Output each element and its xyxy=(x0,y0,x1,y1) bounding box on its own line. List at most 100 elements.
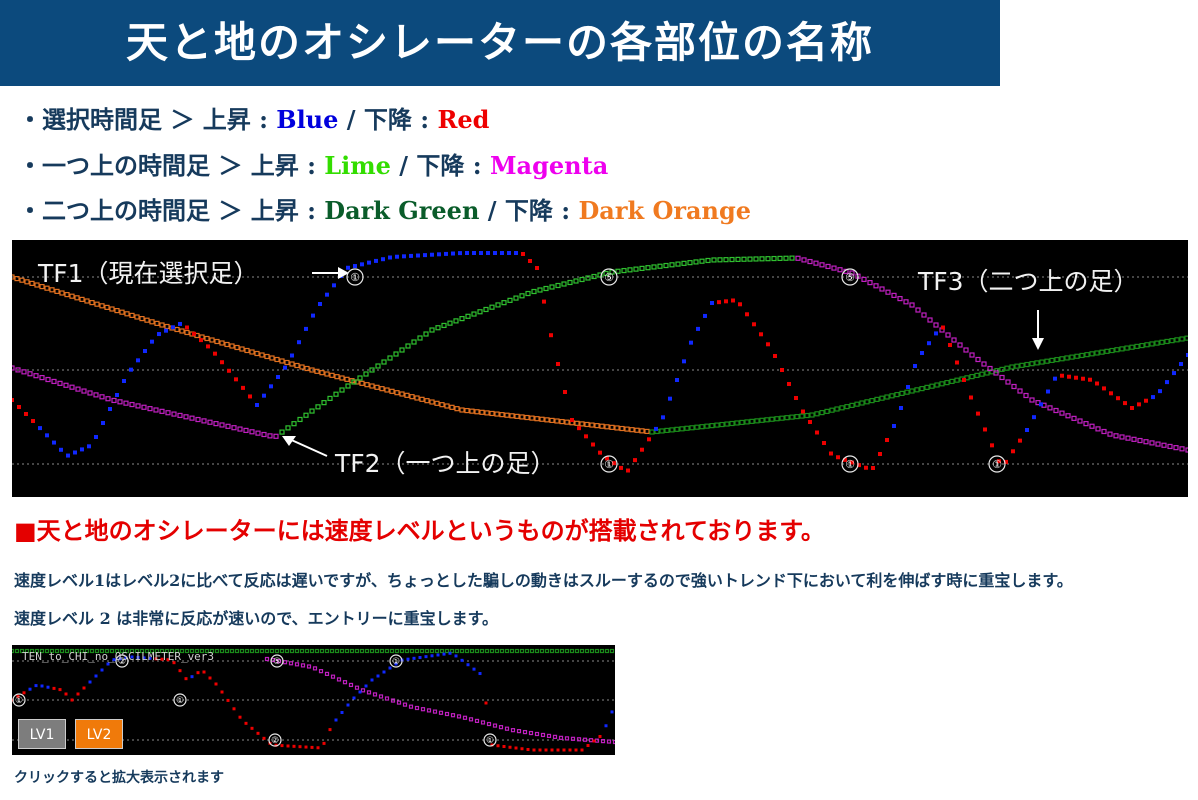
tf2-point xyxy=(450,713,456,718)
tf1-point xyxy=(703,313,707,318)
tf3-point xyxy=(449,404,455,410)
tf1-point xyxy=(717,300,721,305)
tf1-point xyxy=(535,266,539,270)
tf2-point xyxy=(1089,423,1095,429)
tf3-point xyxy=(419,396,425,402)
tf2-point xyxy=(564,736,570,741)
tf3-point xyxy=(574,420,580,426)
tf3-point xyxy=(834,406,840,412)
tf2-point xyxy=(39,375,45,381)
tf3-point xyxy=(1179,336,1185,342)
tf1-point xyxy=(352,696,356,700)
tf1-point xyxy=(454,654,458,658)
tf3-point xyxy=(859,400,865,406)
tf3-point xyxy=(609,648,615,654)
tf1-point xyxy=(1151,395,1155,400)
tf1-point xyxy=(479,251,483,255)
tf3-point xyxy=(1094,350,1100,356)
tf1-point xyxy=(962,378,966,382)
lv1-button[interactable]: LV1 xyxy=(18,719,66,749)
tf3-point xyxy=(579,421,585,427)
tf3-point xyxy=(529,415,535,421)
tf2-point xyxy=(303,412,309,418)
tf3-point xyxy=(454,648,460,654)
tf2-point xyxy=(501,300,507,306)
tf3-point xyxy=(1134,343,1140,350)
tf1-point xyxy=(508,745,512,749)
tf2-point xyxy=(141,404,147,410)
tf1-point xyxy=(521,252,525,256)
tf3-point xyxy=(444,648,450,654)
tf1-point xyxy=(394,662,398,666)
tf1-point xyxy=(451,251,455,256)
tf2-point xyxy=(363,371,369,377)
tf3-point xyxy=(259,648,265,654)
tf3-point xyxy=(409,394,415,400)
tf3-point xyxy=(349,648,355,654)
tf2-point xyxy=(558,735,564,740)
tf2-point xyxy=(147,406,153,412)
tf3-point xyxy=(904,389,910,395)
tf3-point xyxy=(874,396,880,402)
tf2-point xyxy=(807,258,813,265)
tf2-point xyxy=(567,279,573,286)
tf3-point xyxy=(604,424,610,430)
tf3-point xyxy=(504,412,510,418)
tf1-point xyxy=(745,312,749,317)
tf1-point xyxy=(934,331,938,336)
tf3-point xyxy=(14,648,20,654)
tf3-point xyxy=(424,398,430,404)
tf1-point xyxy=(112,658,116,662)
tf1-point xyxy=(1011,449,1015,454)
tf3-point xyxy=(589,422,595,428)
tf2-point xyxy=(456,714,462,719)
click-to-enlarge-caption: クリックすると拡大表示されます xyxy=(14,770,224,786)
tf1-point xyxy=(490,743,494,747)
tf3-point xyxy=(814,411,820,417)
tf2-point xyxy=(423,331,429,337)
tf2-point xyxy=(399,347,405,353)
tf2-point xyxy=(771,255,777,262)
tf1-point xyxy=(73,450,77,455)
tf1-point xyxy=(465,251,469,255)
tf2-point xyxy=(81,388,87,394)
tf2-point xyxy=(513,295,519,301)
tf3-point xyxy=(979,371,985,377)
tf3-point xyxy=(369,648,375,654)
tf3-point xyxy=(264,353,270,360)
tf1-point xyxy=(346,265,350,270)
tf1-point xyxy=(52,440,56,445)
tf1-point xyxy=(280,744,284,748)
tf1-point xyxy=(213,351,217,356)
tf2-point xyxy=(645,265,651,271)
tf2-point xyxy=(117,399,123,405)
tf2-point xyxy=(903,299,909,305)
tf3-point xyxy=(289,361,295,367)
tf3-point xyxy=(1159,339,1165,345)
tf3-point xyxy=(394,390,400,396)
tf3-point xyxy=(99,648,105,654)
tf3-point xyxy=(744,419,750,425)
tf3-point xyxy=(564,419,570,425)
tf2-point xyxy=(291,421,297,427)
tf2-point xyxy=(945,332,951,338)
tf3-point xyxy=(179,328,185,334)
tf3-point xyxy=(714,422,720,428)
tf3-point xyxy=(899,390,905,396)
tf3-point xyxy=(679,426,685,432)
tf2-point xyxy=(861,276,867,283)
tf1-point xyxy=(577,426,581,431)
tf1-point xyxy=(171,325,175,330)
tf2-point xyxy=(603,270,609,277)
tf2-point xyxy=(483,306,489,313)
tf3-point xyxy=(34,648,40,654)
lv2-button[interactable]: LV2 xyxy=(75,719,123,749)
tf1-point xyxy=(297,340,301,345)
tf2-point xyxy=(219,422,225,428)
tf3-point xyxy=(154,648,160,654)
tf3-point xyxy=(224,648,230,654)
tf3-point xyxy=(159,648,165,654)
tf2-point xyxy=(879,286,885,292)
tf2-point xyxy=(585,275,591,281)
tf2-point xyxy=(975,356,981,363)
